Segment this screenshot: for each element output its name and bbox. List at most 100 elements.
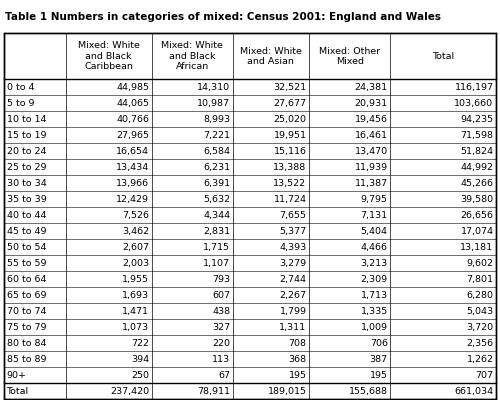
Text: 3,462: 3,462 — [122, 227, 149, 236]
Text: 189,015: 189,015 — [268, 387, 306, 396]
Text: 70 to 74: 70 to 74 — [6, 307, 46, 316]
Text: 50 to 54: 50 to 54 — [6, 243, 46, 252]
Text: Mixed: White
and Black
African: Mixed: White and Black African — [162, 41, 223, 71]
Text: 793: 793 — [212, 275, 231, 284]
Text: 13,522: 13,522 — [274, 179, 306, 188]
Text: 6,231: 6,231 — [203, 163, 230, 172]
Text: 11,939: 11,939 — [354, 163, 388, 172]
Text: 1,715: 1,715 — [204, 243, 231, 252]
Text: 12,429: 12,429 — [116, 195, 149, 204]
Text: 2,003: 2,003 — [122, 259, 149, 268]
Text: 5,377: 5,377 — [280, 227, 306, 236]
Text: 5,043: 5,043 — [466, 307, 493, 316]
Text: 3,213: 3,213 — [360, 259, 388, 268]
Text: Table 1 Numbers in categories of mixed: Census 2001: England and Wales: Table 1 Numbers in categories of mixed: … — [5, 12, 441, 22]
Text: 17,074: 17,074 — [460, 227, 494, 236]
Text: 2,356: 2,356 — [466, 339, 493, 348]
Text: 113: 113 — [212, 355, 231, 364]
Text: 20,931: 20,931 — [354, 99, 388, 108]
Text: 116,197: 116,197 — [454, 83, 494, 92]
Text: 25 to 29: 25 to 29 — [6, 163, 46, 172]
Text: 67: 67 — [218, 371, 230, 380]
Text: 13,388: 13,388 — [274, 163, 306, 172]
Text: 13,434: 13,434 — [116, 163, 149, 172]
Text: 45 to 49: 45 to 49 — [6, 227, 46, 236]
Text: 2,831: 2,831 — [203, 227, 230, 236]
Text: 4,466: 4,466 — [360, 243, 388, 252]
Text: 13,470: 13,470 — [354, 147, 388, 156]
Text: 7,526: 7,526 — [122, 211, 149, 220]
Text: 90+: 90+ — [6, 371, 26, 380]
Text: 2,309: 2,309 — [360, 275, 388, 284]
Text: 39,580: 39,580 — [460, 195, 494, 204]
Text: 5 to 9: 5 to 9 — [6, 99, 34, 108]
Text: 327: 327 — [212, 323, 231, 332]
Text: 20 to 24: 20 to 24 — [6, 147, 46, 156]
Text: 220: 220 — [212, 339, 230, 348]
Text: 25,020: 25,020 — [274, 115, 306, 124]
Text: Total: Total — [6, 387, 29, 396]
Text: 27,965: 27,965 — [116, 131, 149, 140]
Text: 195: 195 — [288, 371, 306, 380]
Text: 11,724: 11,724 — [274, 195, 306, 204]
Text: 1,799: 1,799 — [280, 307, 306, 316]
Text: 13,181: 13,181 — [460, 243, 494, 252]
Text: 19,456: 19,456 — [354, 115, 388, 124]
Text: 6,584: 6,584 — [204, 147, 231, 156]
Text: 44,985: 44,985 — [116, 83, 149, 92]
Text: 1,009: 1,009 — [360, 323, 388, 332]
Text: 9,795: 9,795 — [360, 195, 388, 204]
Text: 7,655: 7,655 — [280, 211, 306, 220]
Text: Total: Total — [432, 52, 454, 61]
Text: 40,766: 40,766 — [116, 115, 149, 124]
Text: 3,279: 3,279 — [280, 259, 306, 268]
Text: 24,381: 24,381 — [354, 83, 388, 92]
Text: 10,987: 10,987 — [198, 99, 230, 108]
Text: 706: 706 — [370, 339, 388, 348]
Text: 2,607: 2,607 — [122, 243, 149, 252]
Text: 32,521: 32,521 — [274, 83, 306, 92]
Text: 3,720: 3,720 — [466, 323, 493, 332]
Text: 1,262: 1,262 — [466, 355, 493, 364]
Text: 44,992: 44,992 — [460, 163, 494, 172]
Text: Mixed: White
and Black
Caribbean: Mixed: White and Black Caribbean — [78, 41, 140, 71]
Text: 27,677: 27,677 — [274, 99, 306, 108]
Text: 237,420: 237,420 — [110, 387, 149, 396]
Text: 65 to 69: 65 to 69 — [6, 291, 46, 300]
Text: 85 to 89: 85 to 89 — [6, 355, 46, 364]
Text: 5,632: 5,632 — [203, 195, 230, 204]
Text: 71,598: 71,598 — [460, 131, 494, 140]
Text: 708: 708 — [288, 339, 306, 348]
Text: 15 to 19: 15 to 19 — [6, 131, 46, 140]
Text: 40 to 44: 40 to 44 — [6, 211, 46, 220]
Text: 2,744: 2,744 — [280, 275, 306, 284]
Text: 250: 250 — [131, 371, 149, 380]
Text: 8,993: 8,993 — [203, 115, 230, 124]
Text: 1,107: 1,107 — [204, 259, 231, 268]
Text: 155,688: 155,688 — [348, 387, 388, 396]
Text: 4,344: 4,344 — [203, 211, 230, 220]
Text: 19,951: 19,951 — [274, 131, 306, 140]
Text: 16,654: 16,654 — [116, 147, 149, 156]
Text: 55 to 59: 55 to 59 — [6, 259, 46, 268]
Text: 7,131: 7,131 — [360, 211, 388, 220]
Text: 1,955: 1,955 — [122, 275, 149, 284]
Text: 16,461: 16,461 — [354, 131, 388, 140]
Text: 607: 607 — [212, 291, 230, 300]
Text: 1,311: 1,311 — [280, 323, 306, 332]
Text: 9,602: 9,602 — [466, 259, 493, 268]
Text: 6,391: 6,391 — [203, 179, 230, 188]
Text: 0 to 4: 0 to 4 — [6, 83, 34, 92]
Text: 707: 707 — [476, 371, 494, 380]
Text: 10 to 14: 10 to 14 — [6, 115, 46, 124]
Text: 722: 722 — [131, 339, 149, 348]
Text: 94,235: 94,235 — [460, 115, 494, 124]
Text: 1,471: 1,471 — [122, 307, 149, 316]
Text: 4,393: 4,393 — [280, 243, 306, 252]
Text: 35 to 39: 35 to 39 — [6, 195, 46, 204]
Text: 60 to 64: 60 to 64 — [6, 275, 46, 284]
Text: 14,310: 14,310 — [197, 83, 230, 92]
Text: 661,034: 661,034 — [454, 387, 494, 396]
Text: 1,693: 1,693 — [122, 291, 149, 300]
Text: 15,116: 15,116 — [274, 147, 306, 156]
